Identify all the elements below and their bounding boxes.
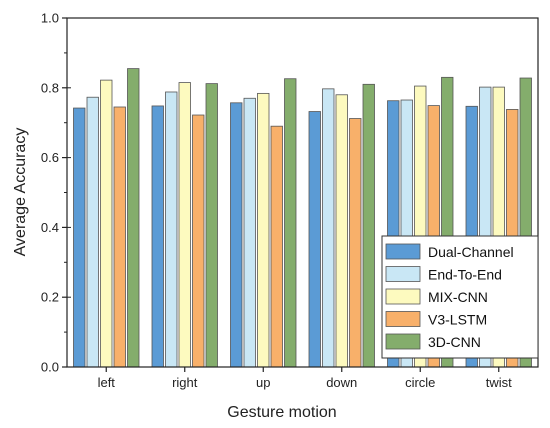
y-tick-label: 0.4 (41, 220, 59, 235)
bar-dual-channel-left (73, 107, 86, 368)
legend-label: 3D-CNN (428, 334, 481, 350)
legend-swatch-dual-channel (385, 243, 421, 260)
bar-3d-cnn-down (362, 83, 375, 368)
x-tick-label-left: left (98, 375, 116, 390)
bar-mix-cnn-down (335, 94, 348, 368)
x-tick-label-twist: twist (486, 375, 512, 390)
bar-mix-cnn-right (178, 82, 191, 368)
bar-mix-cnn-left (100, 79, 113, 368)
bar-dual-channel-down (308, 111, 321, 368)
x-axis-ticks: left right up down circle twist (98, 367, 512, 390)
legend: Dual-Channel End-To-End MIX-CNN V3-LSTM 3D-C… (381, 235, 539, 359)
bar-end-to-end-down (322, 88, 335, 368)
legend-label: Dual-Channel (428, 244, 514, 260)
legend-swatch-end-to-end (385, 266, 421, 282)
bar-end-to-end-up (243, 97, 256, 368)
x-axis-title: Gesture motion (227, 404, 336, 421)
x-tick-label-circle: circle (405, 375, 435, 390)
legend-swatch-mix-cnn (385, 288, 421, 305)
bar-dual-channel-right (151, 105, 164, 368)
bar-end-to-end-right (165, 91, 178, 368)
x-tick-label-down: down (326, 375, 357, 390)
bar-dual-channel-up (230, 102, 243, 368)
y-tick-label: 0.2 (41, 290, 59, 305)
legend-label: MIX-CNN (428, 289, 488, 305)
bar-v3-lstm-up (270, 125, 283, 368)
bar-mix-cnn-up (257, 92, 270, 368)
legend-swatch-3d-cnn (385, 333, 421, 350)
legend-label: End-To-End (428, 267, 502, 283)
legend-label: V3-LSTM (428, 312, 487, 328)
bar-v3-lstm-right (192, 114, 205, 368)
bar-3d-cnn-right (205, 83, 218, 368)
bar-3d-cnn-up (284, 78, 297, 368)
bar-end-to-end-left (86, 96, 99, 368)
y-tick-label: 0.6 (41, 150, 59, 165)
y-tick-label: 0.8 (41, 80, 59, 95)
bar-3d-cnn-left (127, 68, 140, 368)
bar-v3-lstm-down (349, 118, 362, 368)
y-axis-title: Average Accuracy (12, 128, 29, 257)
x-tick-label-up: up (256, 375, 270, 390)
y-tick-label: 1.0 (41, 11, 59, 26)
legend-swatch-v3-lstm (385, 311, 421, 327)
y-axis-ticks: 0.0 0.2 0.4 0.6 0.8 1.0 (41, 11, 71, 375)
y-tick-label: 0.0 (41, 360, 59, 375)
bar-v3-lstm-left (113, 106, 126, 368)
x-tick-label-right: right (172, 375, 198, 390)
